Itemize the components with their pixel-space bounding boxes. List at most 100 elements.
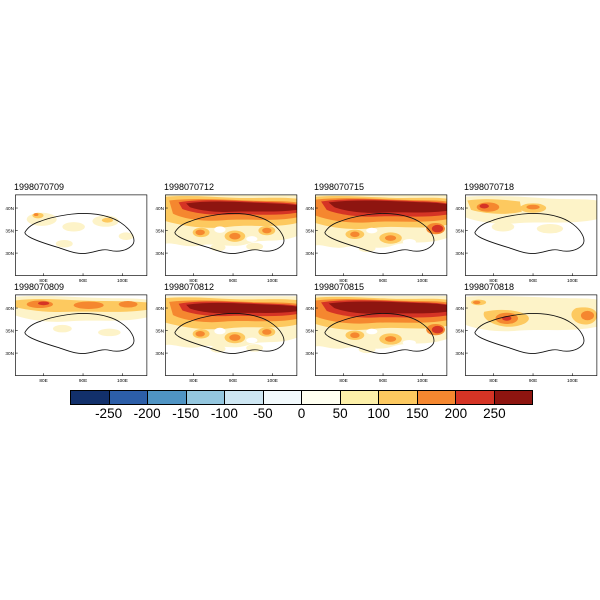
colorbar-segment — [262, 391, 301, 404]
map-1998070815: 40N 35N 30N 80E 90E 100E — [305, 294, 448, 383]
panel-1998070812: 1998070812 40N 35N 30N 80E 90E 100E — [153, 282, 299, 385]
panel-1998070815: 1998070815 40N 35N 30N 80E 90E 100E — [303, 282, 449, 385]
x-tick-label: 100E — [117, 378, 128, 383]
x-tick-label: 90E — [229, 378, 237, 383]
colorbar-tick-label: 50 — [332, 406, 348, 421]
y-tick-label: 35N — [455, 328, 464, 333]
colorbar-tick-label: -50 — [253, 406, 273, 421]
panel-1998070715: 1998070715 40N 35N 30N 80E 90E 100E — [303, 182, 449, 285]
map-1998070712: 40N 35N 30N 80E 90E 100E — [155, 194, 298, 283]
colorbar-segment — [493, 391, 532, 404]
colorbar-segment — [71, 391, 109, 404]
colorbar-tick-label: 200 — [444, 406, 468, 421]
x-tick-label: 90E — [529, 378, 537, 383]
panel-1998070709: 1998070709 40N 35N 30N 80E 90E 100E — [3, 182, 149, 285]
x-tick-label: 80E — [339, 278, 347, 283]
y-tick-label: 35N — [5, 328, 14, 333]
y-tick-label: 30N — [155, 251, 164, 256]
colorbar-segment — [416, 391, 455, 404]
x-tick-label: 90E — [79, 278, 87, 283]
colorbar-tick-label: 0 — [297, 406, 306, 421]
x-tick-label: 80E — [39, 278, 47, 283]
x-tick-label: 90E — [79, 378, 87, 383]
x-tick-label: 100E — [267, 278, 278, 283]
colorbar-tick-label: 250 — [483, 406, 506, 421]
y-tick-label: 35N — [455, 228, 464, 233]
y-tick-label: 40N — [305, 306, 314, 311]
x-tick-label: 80E — [189, 378, 197, 383]
map-1998070715: 40N 35N 30N 80E 90E 100E — [305, 194, 448, 283]
x-tick-label: 90E — [379, 378, 387, 383]
colorbar-tick-label: 100 — [367, 406, 390, 421]
panel-title: 1998070818 — [464, 282, 515, 292]
map-1998070812: 40N 35N 30N 80E 90E 100E — [155, 294, 298, 383]
colorbar-segment — [339, 391, 378, 404]
x-tick-label: 80E — [39, 378, 47, 383]
y-tick-label: 30N — [5, 251, 14, 256]
colorbar-tick-label: -250 — [95, 406, 123, 421]
colorbar-tick-label: 150 — [405, 406, 429, 421]
panel-1998070712: 1998070712 40N 35N 30N 80E 90E 100E — [153, 182, 299, 285]
panel-title: 1998070812 — [164, 282, 215, 292]
x-tick-label: 100E — [567, 278, 578, 283]
panel-title: 1998070815 — [314, 282, 365, 292]
y-tick-label: 40N — [5, 206, 14, 211]
y-tick-label: 35N — [5, 228, 14, 233]
y-tick-label: 40N — [5, 306, 14, 311]
y-tick-label: 30N — [5, 351, 14, 356]
panel-title: 1998070712 — [164, 182, 215, 192]
y-tick-label: 40N — [305, 206, 314, 211]
x-tick-label: 80E — [489, 278, 497, 283]
y-tick-label: 40N — [455, 206, 464, 211]
colorbar-segment — [185, 391, 224, 404]
panel-title: 1998070709 — [14, 182, 65, 192]
x-tick-label: 100E — [567, 378, 578, 383]
x-tick-label: 90E — [379, 278, 387, 283]
x-tick-label: 90E — [229, 278, 237, 283]
colorbar-segment — [147, 391, 186, 404]
x-tick-label: 100E — [117, 278, 128, 283]
panel-title: 1998070718 — [464, 182, 515, 192]
colorbar-segment — [455, 391, 494, 404]
y-tick-label: 35N — [305, 328, 314, 333]
x-tick-label: 100E — [417, 378, 428, 383]
colorbar-segment — [301, 391, 340, 404]
panel-1998070818: 1998070818 40N 35N 30N 80E 90E 100E — [453, 282, 599, 385]
y-tick-label: 40N — [155, 206, 164, 211]
panel-title: 1998070715 — [314, 182, 365, 192]
y-tick-label: 35N — [305, 228, 314, 233]
map-1998070709: 40N 35N 30N 80E 90E 100E — [5, 194, 148, 283]
y-tick-label: 30N — [155, 351, 164, 356]
colorbar-segment — [224, 391, 263, 404]
colorbar — [70, 390, 533, 405]
y-tick-label: 30N — [455, 251, 464, 256]
y-tick-label: 35N — [155, 228, 164, 233]
map-1998070818: 40N 35N 30N 80E 90E 100E — [455, 294, 598, 383]
y-tick-label: 40N — [155, 306, 164, 311]
colorbar-segment — [378, 391, 417, 404]
x-tick-label: 100E — [267, 378, 278, 383]
x-tick-label: 80E — [189, 278, 197, 283]
x-tick-label: 100E — [417, 278, 428, 283]
map-1998070809: 40N 35N 30N 80E 90E 100E — [5, 294, 148, 383]
y-tick-label: 35N — [155, 328, 164, 333]
colorbar-tick-label: -200 — [133, 406, 161, 421]
panel-title: 1998070809 — [14, 282, 65, 292]
colorbar-segment — [108, 391, 147, 404]
x-tick-label: 80E — [489, 378, 497, 383]
panel-1998070809: 1998070809 40N 35N 30N 80E 90E 100E — [3, 282, 149, 385]
y-tick-label: 30N — [455, 351, 464, 356]
panel-row-2: 1998070809 40N 35N 30N 80E 90E 100E 1998… — [3, 282, 599, 385]
y-tick-label: 30N — [305, 351, 314, 356]
colorbar-tick-label: -100 — [210, 406, 238, 421]
panel-row-1: 1998070709 40N 35N 30N 80E 90E 100E 1998… — [3, 182, 599, 285]
y-tick-label: 40N — [455, 306, 464, 311]
x-tick-label: 80E — [339, 378, 347, 383]
panel-1998070718: 1998070718 40N 35N 30N 80E 90E 100E — [453, 182, 599, 285]
colorbar-tick-label: -150 — [172, 406, 200, 421]
colorbar-labels: -250 -200 -150 -100 -50 0 50 100 150 200… — [70, 406, 533, 422]
map-1998070718: 40N 35N 30N 80E 90E 100E — [455, 194, 598, 283]
x-tick-label: 90E — [529, 278, 537, 283]
y-tick-label: 30N — [305, 251, 314, 256]
